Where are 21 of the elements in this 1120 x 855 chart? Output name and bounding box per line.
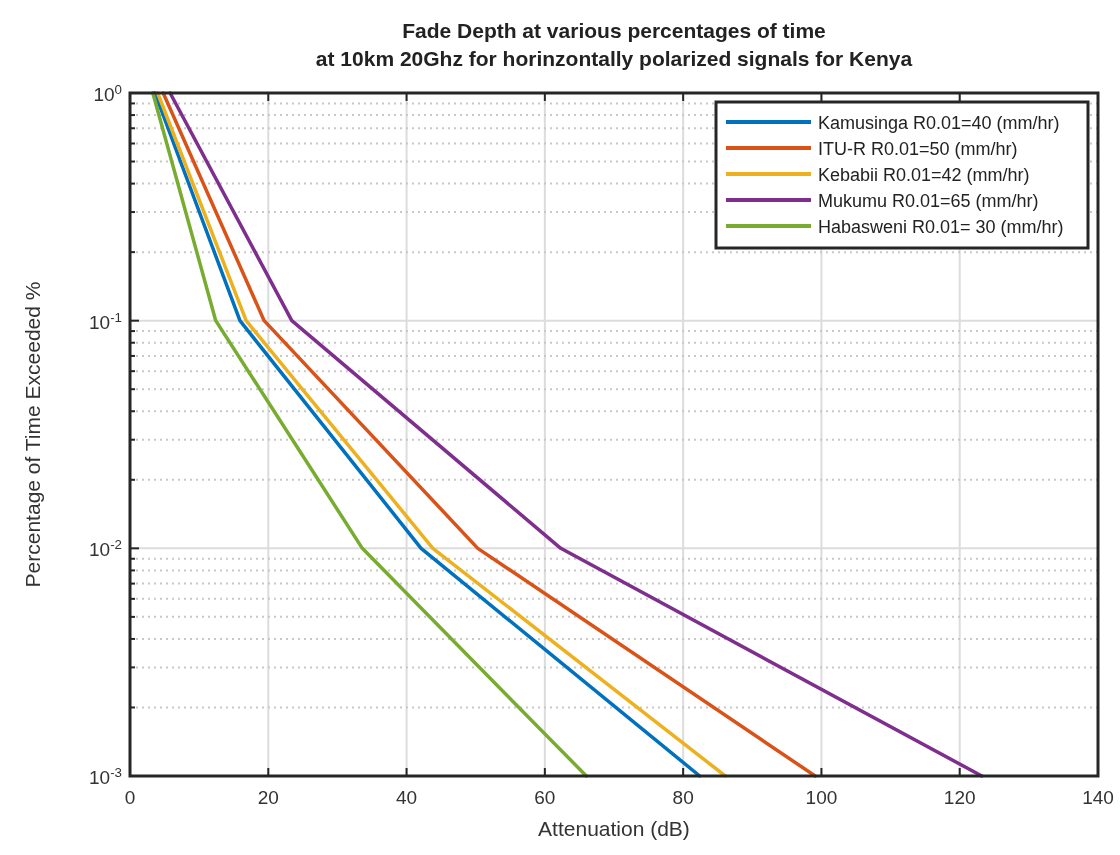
chart-title: Fade Depth at various percentages of time at 10km 20Ghz for horinzontally polarized signals for Kenya bbox=[315, 19, 913, 70]
x-tick-label: 0 bbox=[124, 787, 136, 808]
x-tick-label: 100 bbox=[805, 787, 838, 808]
y-tick-label: 10$^{0}$ bbox=[93, 81, 122, 105]
legend-label: Habasweni R0.01= 30 (mm/hr) bbox=[818, 217, 1064, 237]
x-tick-label: 120 bbox=[943, 787, 976, 808]
y-tick-label: 10$^{-1}$ bbox=[89, 309, 122, 333]
line-series bbox=[151, 91, 589, 778]
x-tick-label: 20 bbox=[257, 787, 279, 808]
legend-label: ITU-R R0.01=50 (mm/hr) bbox=[818, 139, 1018, 159]
y-axis-title: Percentage of Time Exceeded % bbox=[21, 281, 44, 588]
x-tick-label: 140 bbox=[1082, 787, 1114, 808]
legend-label: Mukumu R0.01=65 (mm/hr) bbox=[818, 191, 1039, 211]
y-tick-label: 10$^{-2}$ bbox=[89, 536, 122, 561]
x-tick-label: 60 bbox=[534, 787, 556, 808]
legend-label: Kamusinga R0.01=40 (mm/hr) bbox=[818, 113, 1060, 133]
x-axis-title: Attenuation (dB) bbox=[538, 817, 690, 840]
x-tick-label: 40 bbox=[396, 787, 418, 808]
x-tick-label: 80 bbox=[672, 787, 694, 808]
y-tick-label: 10$^{-3}$ bbox=[89, 764, 122, 788]
legend-label: Kebabii R0.01=42 (mm/hr) bbox=[818, 165, 1030, 185]
